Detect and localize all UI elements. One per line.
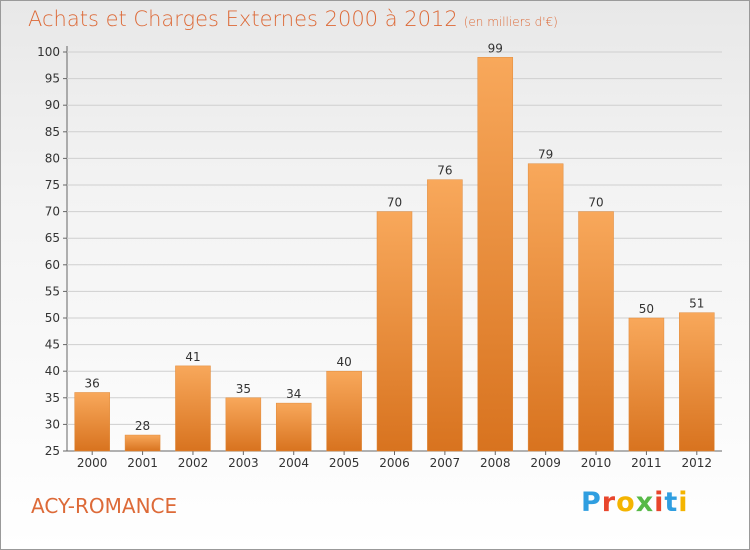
bar-2002 [175, 365, 211, 452]
x-tick-label: 2012 [682, 456, 713, 470]
x-tick-label: 2006 [379, 456, 410, 470]
bar-value-label: 28 [135, 419, 150, 433]
bar-2005 [326, 370, 362, 452]
logo-letter: o [616, 487, 636, 518]
bar-value-label: 99 [488, 41, 503, 55]
bar-value-label: 76 [437, 164, 452, 178]
y-tick-label: 80 [45, 151, 60, 165]
bar-value-label: 51 [689, 297, 704, 311]
y-tick-label: 30 [45, 417, 60, 431]
chart-subtitle: (en milliers d'€) [463, 15, 558, 29]
y-tick-label: 75 [45, 178, 60, 192]
bar-2003 [225, 397, 262, 452]
logo-letter: t [664, 487, 679, 518]
bar-value-label: 70 [588, 196, 603, 210]
bar-value-label: 36 [85, 376, 100, 390]
bar-2006 [376, 211, 413, 452]
bar-value-label: 35 [236, 382, 251, 396]
x-tick-label: 2005 [329, 456, 360, 470]
y-tick-label: 40 [45, 364, 60, 378]
bar-2001 [124, 434, 161, 452]
y-tick-label: 90 [45, 98, 60, 112]
y-tick-label: 50 [45, 311, 60, 325]
bar-2004 [275, 402, 312, 452]
chart-title-text: Achats et Charges Externes 2000 à 2012 [28, 7, 458, 31]
bar-2012 [679, 312, 715, 452]
x-tick-label: 2004 [278, 456, 309, 470]
place-name: ACY-ROMANCE [31, 494, 178, 518]
bar-value-label: 34 [286, 387, 301, 401]
logo-letter: x [635, 487, 655, 518]
y-tick-label: 25 [45, 444, 60, 458]
logo-letter: r [601, 487, 617, 518]
logo-letter: i [678, 487, 689, 518]
y-tick-label: 35 [45, 391, 60, 405]
bar-2010 [578, 211, 614, 452]
y-tick-label: 65 [45, 231, 60, 245]
y-tick-label: 55 [45, 284, 60, 298]
bar-value-label: 70 [387, 196, 402, 210]
x-tick-label: 2003 [228, 456, 259, 470]
x-tick-label: 2007 [430, 456, 461, 470]
y-tick-label: 70 [45, 205, 60, 219]
y-tick-label: 60 [45, 258, 60, 272]
x-tick-label: 2011 [631, 456, 662, 470]
bar-2011 [628, 317, 665, 452]
x-tick-label: 2001 [127, 456, 158, 470]
x-tick-label: 2010 [581, 456, 612, 470]
logo-letter: P [581, 487, 602, 518]
x-tick-label: 2008 [480, 456, 511, 470]
bar-value-label: 50 [639, 302, 654, 316]
proxiti-logo: Proxiti [581, 487, 689, 518]
bar-value-label: 79 [538, 148, 553, 162]
y-tick-label: 95 [45, 72, 60, 86]
y-tick-label: 100 [37, 45, 60, 59]
bar-2008 [477, 57, 514, 452]
bar-value-label: 40 [336, 355, 351, 369]
bar-value-label: 41 [185, 350, 200, 364]
chart-title: Achats et Charges Externes 2000 à 2012 (e… [28, 7, 558, 31]
logo-letter: i [654, 487, 665, 518]
x-tick-label: 2009 [530, 456, 561, 470]
y-tick-label: 45 [45, 338, 60, 352]
bar-2009 [527, 163, 564, 452]
x-tick-label: 2000 [77, 456, 108, 470]
bar-2000 [74, 392, 110, 452]
bar-2007 [427, 179, 463, 452]
x-tick-label: 2002 [178, 456, 209, 470]
y-tick-label: 85 [45, 125, 60, 139]
